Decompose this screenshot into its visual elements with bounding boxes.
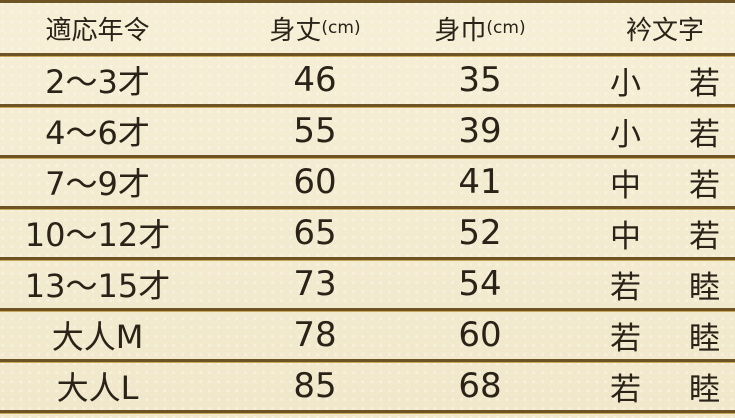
collar-char-2: 若: [689, 65, 720, 102]
width-cell: 68: [458, 366, 502, 406]
table-row: 大人L 85 68 若 睦: [0, 362, 735, 413]
header-width-unit: (cm): [486, 18, 526, 38]
header-length: 身丈 (cm): [245, 3, 385, 53]
age-cell: 10〜12才: [24, 216, 171, 254]
age-cell: 4〜6才: [45, 114, 150, 152]
age-cell: 大人L: [56, 369, 139, 407]
length-cell: 78: [293, 315, 337, 355]
length-cell: 60: [293, 162, 337, 202]
collar-cell: 中 若: [600, 209, 730, 257]
collar-cell: 若 睦: [600, 311, 730, 359]
header-width-label: 身巾: [434, 15, 487, 46]
width-cell: 39: [458, 111, 502, 151]
age-cell: 13〜15才: [24, 267, 171, 305]
collar-char-1: 若: [610, 320, 641, 357]
header-length-unit: (cm): [321, 18, 361, 38]
width-cell: 52: [458, 213, 502, 253]
table-row: 大人M 78 60 若 睦: [0, 311, 735, 362]
header-width: 身巾 (cm): [405, 3, 555, 53]
collar-char-1: 中: [610, 218, 641, 255]
width-cell: 41: [458, 162, 502, 202]
top-rule: [0, 0, 735, 3]
table-row: 2〜3才 46 35 小 若: [0, 56, 735, 107]
table-row: 7〜9才 60 41 中 若: [0, 158, 735, 209]
width-cell: 35: [458, 60, 502, 100]
collar-char-1: 若: [610, 269, 641, 306]
length-cell: 46: [293, 60, 337, 100]
collar-char-1: 若: [610, 371, 641, 408]
header-age: 適応年令: [45, 15, 150, 46]
collar-cell: 小 若: [600, 56, 730, 104]
collar-cell: 小 若: [600, 107, 730, 155]
collar-char-2: 若: [689, 167, 720, 204]
length-cell: 65: [293, 213, 337, 253]
table-row: 10〜12才 65 52 中 若: [0, 209, 735, 260]
collar-char-2: 睦: [689, 371, 720, 408]
table-row: 13〜15才 73 54 若 睦: [0, 260, 735, 311]
collar-char-1: 小: [610, 65, 641, 102]
table-row: 4〜6才 55 39 小 若: [0, 107, 735, 158]
width-cell: 60: [458, 315, 502, 355]
age-cell: 大人M: [51, 318, 144, 356]
collar-char-2: 若: [689, 116, 720, 153]
collar-char-2: 若: [689, 218, 720, 255]
collar-char-2: 睦: [689, 269, 720, 306]
collar-char-1: 小: [610, 116, 641, 153]
header-collar-text: 衿文字: [625, 15, 704, 46]
age-cell: 7〜9才: [45, 165, 150, 203]
length-cell: 73: [293, 264, 337, 304]
length-cell: 55: [293, 111, 337, 151]
header-length-label: 身丈: [269, 15, 322, 46]
collar-cell: 若 睦: [600, 260, 730, 308]
age-cell: 2〜3才: [45, 63, 150, 101]
length-cell: 85: [293, 366, 337, 406]
collar-char-1: 中: [610, 167, 641, 204]
collar-cell: 中 若: [600, 158, 730, 206]
collar-char-2: 睦: [689, 320, 720, 357]
header-row: 適応年令 身丈 (cm) 身巾 (cm) 衿文字: [0, 3, 735, 56]
collar-cell: 若 睦: [600, 362, 730, 410]
width-cell: 54: [458, 264, 502, 304]
